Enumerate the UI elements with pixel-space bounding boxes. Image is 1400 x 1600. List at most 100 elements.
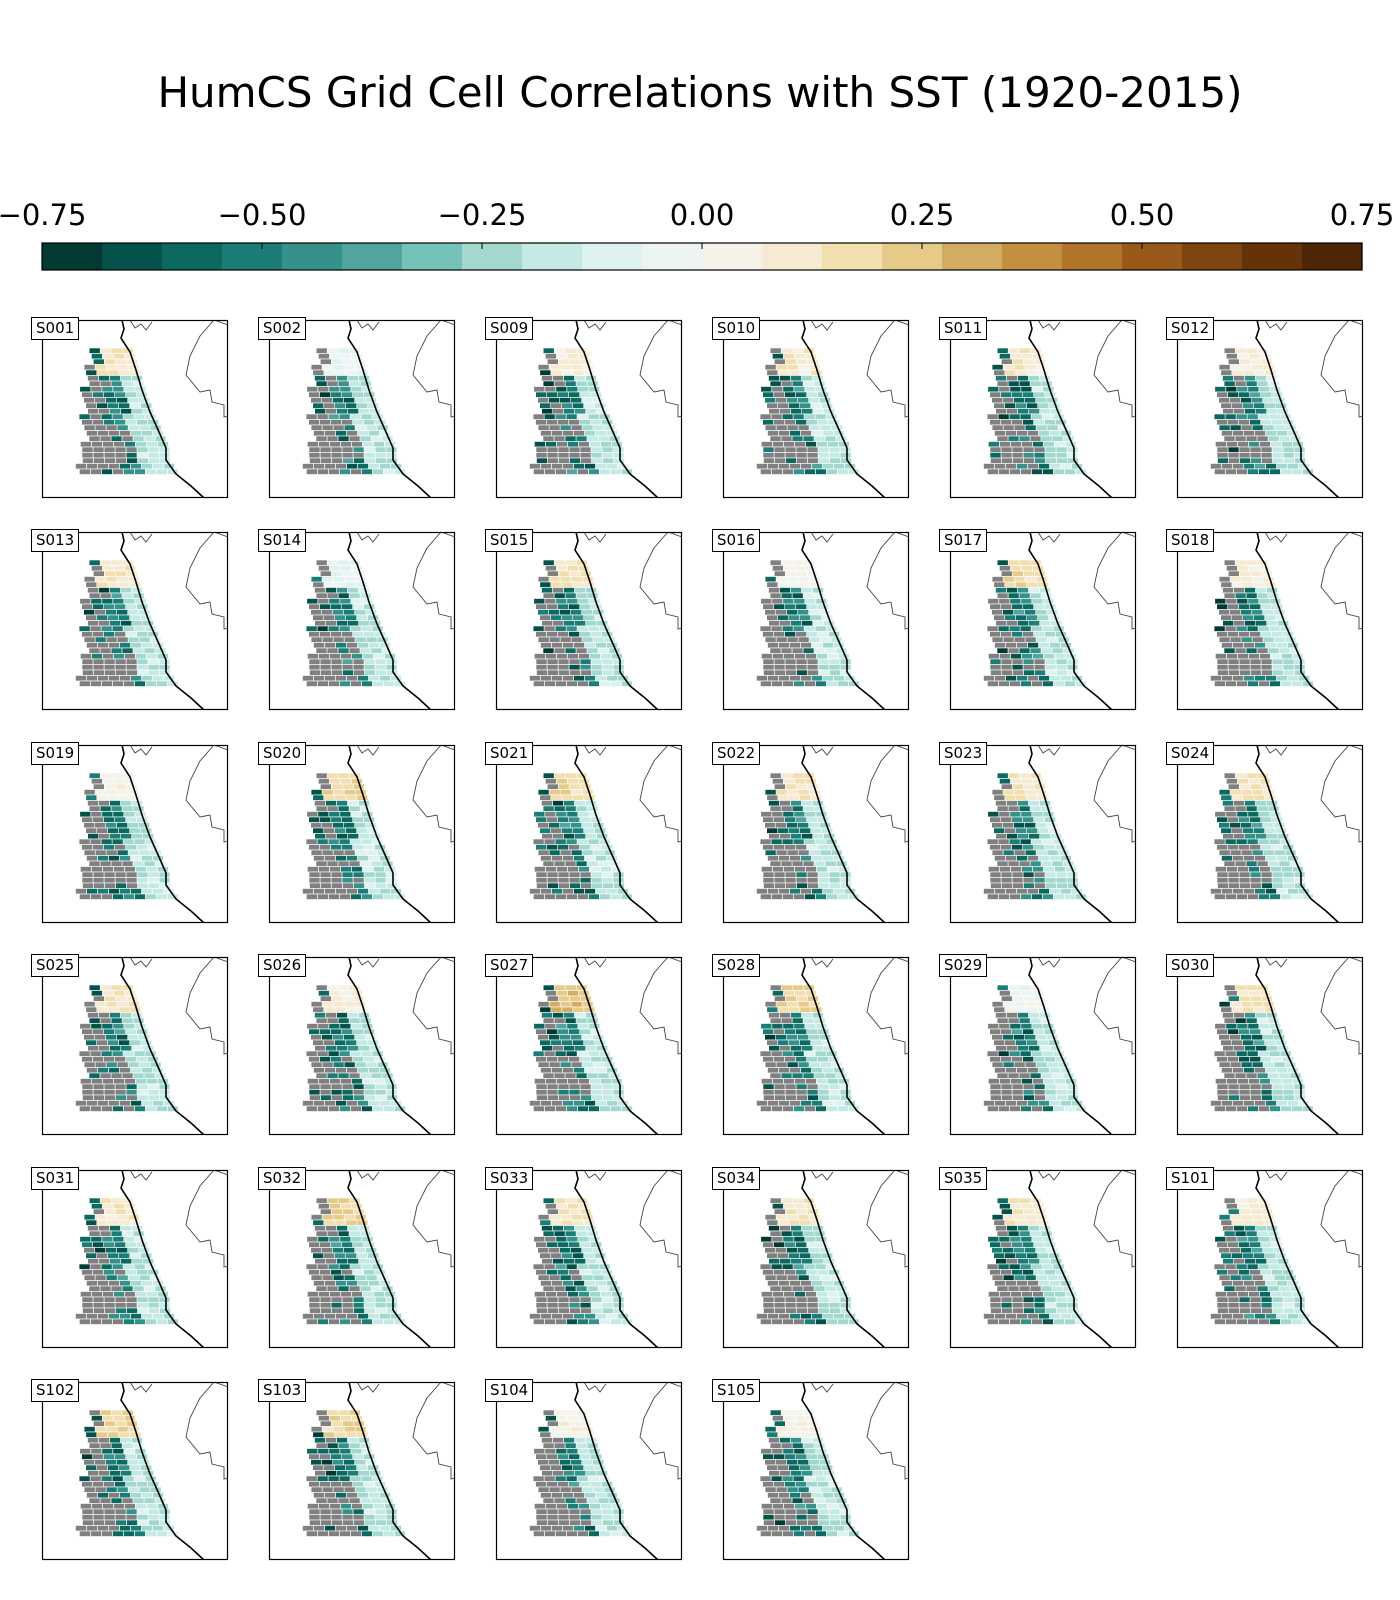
grid-cell [1038,642,1050,649]
grid-cell-nodata [1002,636,1015,643]
grid-cell-nodata [343,849,356,856]
grid-cell [1243,675,1255,682]
grid-cell [559,364,572,371]
grid-cell [1042,386,1055,393]
grid-cell [130,1067,142,1074]
grid-cell [136,658,149,665]
grid-cell-nodata [1227,570,1240,577]
grid-cell-nodata [579,446,592,453]
grid-cell [1051,647,1064,654]
grid-cell-nodata [1218,576,1231,583]
grid-cell-nodata [313,1313,325,1320]
grid-cell [1049,1067,1061,1074]
grid-cell [839,877,852,884]
grid-cell [806,844,818,851]
grid-cell [1011,783,1024,790]
grid-cell [107,614,119,621]
grid-cell [811,1067,823,1074]
grid-cell [1017,1012,1029,1019]
grid-cell [127,1061,140,1068]
grid-cell [1293,658,1306,665]
colorbar-swatch [642,243,703,270]
grid-cell-nodata [990,1307,1002,1314]
grid-cell-nodata [1239,669,1251,676]
grid-cell-nodata [104,457,116,464]
grid-cell [563,1225,575,1232]
grid-cell-nodata [1033,871,1046,878]
grid-cell [323,581,336,588]
grid-cell [359,805,372,812]
grid-cell-nodata [1236,1318,1248,1325]
grid-cell-nodata [1234,860,1247,867]
grid-cell [548,1001,561,1008]
grid-cell [85,1464,98,1471]
grid-cell-nodata [1029,1285,1042,1292]
panel-label: S002 [258,317,307,340]
grid-cell [568,603,580,610]
grid-cell [129,1039,141,1046]
grid-cell-nodata [330,1508,343,1515]
grid-cell [130,1280,142,1287]
grid-cell-nodata [540,888,552,895]
grid-cell [566,1105,578,1112]
grid-cell [1240,789,1253,796]
grid-cell-nodata [335,1067,347,1074]
grid-cell [1024,822,1036,829]
grid-cell [574,1045,586,1052]
grid-cell [995,1258,1008,1265]
grid-cell-nodata [97,642,109,649]
grid-cell-nodata [310,822,323,829]
grid-cell-nodata [307,441,319,448]
grid-cell-nodata [802,1285,815,1292]
grid-cell [1039,1258,1051,1265]
grid-cell-nodata [1238,419,1250,426]
grid-cell-nodata [1249,1083,1262,1090]
grid-cell-nodata [562,430,574,437]
grid-cell-nodata [83,789,96,796]
grid-cell [105,1274,118,1281]
grid-cell-nodata [350,468,362,475]
grid-cell [1023,1208,1035,1215]
grid-cell-nodata [81,419,93,426]
grid-cell [1044,446,1057,453]
map-panel: S026 [258,954,456,1136]
land-outline [356,320,380,331]
land-outline [129,957,153,968]
grid-cell [334,402,346,409]
grid-cell [347,1437,359,1444]
grid-cell [557,1208,570,1215]
grid-cell [99,559,112,566]
grid-cell [1282,664,1295,671]
grid-cell [321,364,334,371]
grid-cell-nodata [578,1078,590,1085]
grid-cell-nodata [332,849,345,856]
grid-cell-nodata [310,1034,323,1041]
grid-cell-nodata [771,1236,784,1243]
grid-cell-nodata [330,1481,342,1488]
land-outline [1264,320,1288,331]
grid-cell [775,1001,788,1008]
grid-cell-nodata [557,664,570,671]
grid-cells [75,1197,179,1325]
grid-cell [583,794,596,801]
grid-cell [822,675,834,682]
grid-cell [351,1203,363,1210]
grid-cell-nodata [94,1034,107,1041]
grid-cell-nodata [1221,675,1233,682]
grid-cell-nodata [1000,1083,1013,1090]
land-outline [1264,532,1288,543]
grid-cell [797,397,809,404]
grid-cell-nodata [987,680,999,687]
grid-cell-nodata [762,816,775,823]
grid-cell-nodata [319,446,332,453]
grid-cell-nodata [1243,855,1255,862]
grid-cell-nodata [1006,375,1018,382]
grid-cell-nodata [81,391,94,398]
grid-cell [336,375,348,382]
grid-cell [323,1006,336,1013]
grid-cell [781,625,794,632]
colorbar-swatch [342,243,403,270]
grid-cell [1224,838,1237,845]
grid-cell [1032,353,1044,360]
map-panel: S027 [485,954,683,1136]
